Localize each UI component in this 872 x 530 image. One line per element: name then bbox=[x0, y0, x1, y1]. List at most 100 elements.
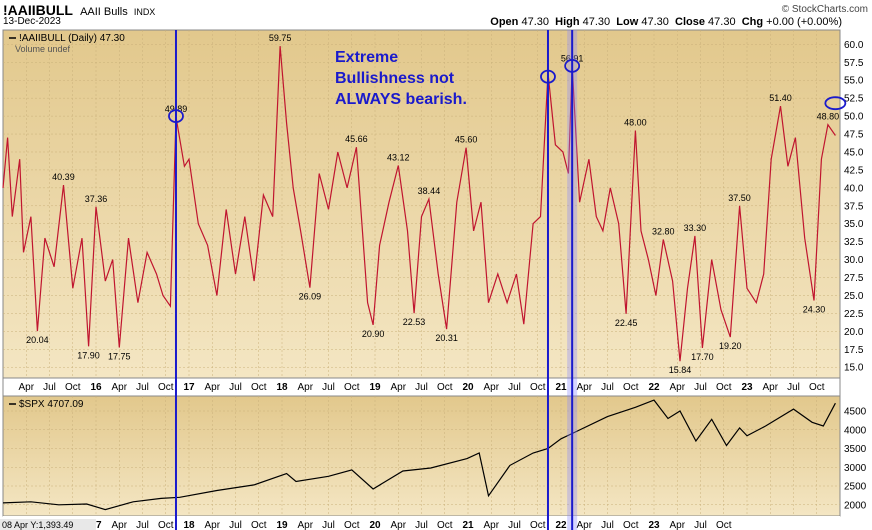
spx-x-axis-strip bbox=[3, 516, 840, 530]
main-x-tick-label: 16 bbox=[90, 382, 102, 393]
chg-label: Chg bbox=[741, 16, 764, 28]
data-label: 15.84 bbox=[669, 365, 692, 375]
circle-marker bbox=[824, 96, 847, 111]
main-y-tick-label: 32.5 bbox=[844, 237, 864, 248]
data-label: 17.70 bbox=[691, 352, 714, 362]
spx-legend-label: $SPX 4707.09 bbox=[19, 399, 84, 410]
main-x-tick-label: Jul bbox=[787, 382, 800, 393]
spx-x-tick-label: Apr bbox=[111, 520, 127, 530]
symbol-label: !AAIIBULL bbox=[3, 2, 73, 18]
main-y-tick-label: 50.0 bbox=[844, 112, 864, 123]
full-name-label: AAII Bulls bbox=[80, 6, 128, 18]
bullish-sentiment-line bbox=[2, 46, 836, 362]
spx-x-tick-label: Apr bbox=[390, 520, 406, 530]
spx-y-tick-label: 2000 bbox=[844, 500, 867, 511]
main-y-tick-label: 25.0 bbox=[844, 291, 864, 302]
annotation-text: Bullishness not bbox=[335, 70, 455, 87]
data-label: 37.50 bbox=[728, 193, 751, 203]
main-y-tick-label: 35.0 bbox=[844, 219, 864, 230]
data-label: 45.66 bbox=[345, 134, 368, 144]
spx-x-tick-label: Oct bbox=[251, 520, 267, 530]
circle-marker bbox=[540, 69, 556, 84]
data-label: 19.20 bbox=[719, 341, 742, 351]
main-x-tick-label: Apr bbox=[297, 382, 313, 393]
main-y-tick-label: 20.0 bbox=[844, 327, 864, 338]
main-x-tick-label: 23 bbox=[741, 382, 753, 393]
spx-y-tick-label: 3500 bbox=[844, 444, 867, 455]
main-x-tick-label: Apr bbox=[669, 382, 685, 393]
spx-x-tick-label: 18 bbox=[183, 520, 195, 530]
open-label: Open bbox=[490, 16, 519, 28]
main-x-tick-label: 22 bbox=[648, 382, 660, 393]
close-value: 47.30 bbox=[708, 16, 736, 28]
data-label: 37.36 bbox=[85, 194, 108, 204]
bottom-note: 08 Apr Y:1,393.49 bbox=[2, 520, 73, 530]
main-y-tick-label: 42.5 bbox=[844, 165, 864, 176]
main-x-tick-label: Apr bbox=[204, 382, 220, 393]
low-label: Low bbox=[616, 16, 639, 28]
spx-x-tick-label: 21 bbox=[462, 520, 474, 530]
data-label: 32.80 bbox=[652, 227, 675, 237]
main-y-tick-label: 37.5 bbox=[844, 201, 864, 212]
spx-x-tick-label: 23 bbox=[648, 520, 660, 530]
high-label: High bbox=[555, 16, 580, 28]
spx-x-tick-label: Oct bbox=[437, 520, 453, 530]
main-y-tick-label: 15.0 bbox=[844, 363, 864, 374]
spx-x-tick-label: 17 bbox=[90, 520, 102, 530]
main-x-tick-label: Oct bbox=[809, 382, 825, 393]
spx-x-tick-label: Apr bbox=[576, 520, 592, 530]
data-label: 59.75 bbox=[269, 33, 292, 43]
high-value: 47.30 bbox=[582, 16, 611, 28]
main-x-tick-label: Oct bbox=[65, 382, 81, 393]
data-label: 20.90 bbox=[362, 329, 385, 339]
open-value: 47.30 bbox=[521, 16, 549, 28]
data-label: 51.40 bbox=[769, 93, 792, 103]
low-value: 47.30 bbox=[641, 16, 669, 28]
main-x-tick-label: Jul bbox=[136, 382, 149, 393]
main-x-tick-label: 21 bbox=[555, 382, 567, 393]
main-x-tick-label: Oct bbox=[530, 382, 546, 393]
main-x-tick-label: Jul bbox=[415, 382, 428, 393]
date-label: 13-Dec-2023 bbox=[3, 16, 61, 27]
main-x-tick-label: Oct bbox=[344, 382, 360, 393]
spx-x-tick-label: Oct bbox=[158, 520, 174, 530]
spx-x-tick-label: Jul bbox=[508, 520, 521, 530]
circle-marker bbox=[168, 109, 184, 124]
data-label: 33.30 bbox=[684, 223, 707, 233]
spx-x-tick-label: Oct bbox=[716, 520, 732, 530]
spx-x-tick-label: Jul bbox=[322, 520, 335, 530]
main-x-tick-label: Jul bbox=[229, 382, 242, 393]
data-label: 26.09 bbox=[299, 292, 322, 302]
main-y-tick-label: 52.5 bbox=[844, 94, 864, 105]
spx-x-tick-label: Apr bbox=[297, 520, 313, 530]
main-x-tick-label: Oct bbox=[437, 382, 453, 393]
main-y-tick-label: 57.5 bbox=[844, 58, 864, 69]
main-x-tick-label: Oct bbox=[158, 382, 174, 393]
main-x-tick-label: Jul bbox=[508, 382, 521, 393]
annotation-text: Extreme bbox=[335, 49, 398, 66]
data-label: 22.53 bbox=[403, 317, 426, 327]
data-label: 17.90 bbox=[77, 350, 100, 360]
copyright-label: © StockCharts.com bbox=[781, 4, 868, 15]
spx-x-tick-label: Oct bbox=[344, 520, 360, 530]
main-y-tick-label: 27.5 bbox=[844, 273, 864, 284]
volume-label: Volume undef bbox=[15, 44, 71, 54]
main-y-tick-label: 40.0 bbox=[844, 183, 864, 194]
data-label: 45.60 bbox=[455, 135, 478, 145]
main-x-tick-label: Oct bbox=[251, 382, 267, 393]
main-x-tick-label: Jul bbox=[694, 382, 707, 393]
main-y-tick-label: 22.5 bbox=[844, 309, 864, 320]
circle-marker bbox=[564, 58, 581, 73]
main-x-tick-label: Apr bbox=[18, 382, 34, 393]
main-x-tick-label: Apr bbox=[576, 382, 592, 393]
main-x-tick-label: 18 bbox=[276, 382, 288, 393]
spx-price-line bbox=[2, 399, 836, 511]
spx-x-tick-label: Apr bbox=[204, 520, 220, 530]
spx-y-tick-label: 3000 bbox=[844, 463, 867, 474]
close-label: Close bbox=[675, 16, 705, 28]
spx-x-tick-label: 20 bbox=[369, 520, 381, 530]
data-label: 22.45 bbox=[615, 318, 638, 328]
main-x-tick-label: 17 bbox=[183, 382, 195, 393]
main-x-tick-label: Apr bbox=[483, 382, 499, 393]
